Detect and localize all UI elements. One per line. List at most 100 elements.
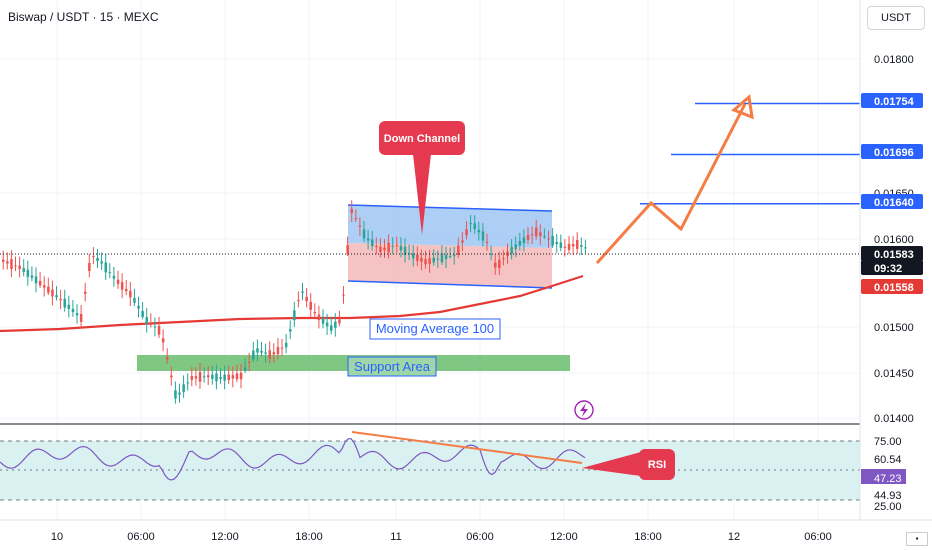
candle-body	[67, 304, 71, 309]
rsi-tick-label: 75.00	[874, 436, 902, 448]
candle-body	[313, 311, 317, 314]
time-tick-label: 10	[51, 531, 63, 543]
time-tick-label: 18:00	[634, 531, 662, 543]
candle-body	[153, 326, 157, 328]
candle-body	[428, 258, 431, 265]
candle-body	[211, 374, 214, 379]
price-tag-label: 0.01696	[874, 147, 914, 159]
candle-body	[383, 247, 386, 251]
candle-body	[145, 317, 148, 324]
candle-body	[379, 246, 382, 252]
candle-body	[207, 375, 210, 378]
candle-body	[559, 242, 563, 248]
candle-body	[481, 231, 485, 241]
moving-average-100-line	[0, 274, 584, 333]
candle-body	[260, 350, 263, 353]
candle-body	[223, 374, 226, 381]
candle-body	[325, 322, 329, 327]
candle-body	[30, 275, 34, 278]
candle-body	[448, 256, 452, 258]
candle-body	[170, 375, 173, 378]
candle-body	[149, 322, 153, 326]
price-tag	[861, 260, 923, 275]
candle-body	[330, 325, 333, 331]
time-tick-label: 12	[728, 531, 740, 543]
price-tag-label: 0.01583	[874, 249, 914, 261]
support-area-label: Support Area	[347, 356, 437, 377]
candle-body	[166, 357, 169, 360]
candle-body	[457, 245, 460, 256]
rsi-band	[0, 441, 860, 500]
candle-body	[535, 227, 538, 237]
candle-body	[317, 314, 321, 321]
candle-body	[120, 282, 124, 290]
candle-body	[248, 361, 251, 363]
price-tag	[861, 144, 923, 159]
candle-body	[366, 238, 370, 241]
candle-body	[2, 259, 5, 263]
candle-body	[157, 325, 161, 335]
lightning-icon[interactable]	[574, 400, 594, 420]
rsi-tag	[861, 469, 906, 484]
time-axis[interactable]	[0, 520, 860, 550]
candle-body	[416, 254, 419, 261]
target-levels	[640, 102, 860, 205]
rsi-divergence-line	[351, 431, 583, 464]
candle-body	[576, 239, 579, 249]
candle-body	[289, 329, 292, 332]
rsi-tick-label: 25.00	[874, 501, 902, 513]
candle-body	[252, 350, 255, 360]
candle-body	[580, 245, 583, 247]
candle-body	[362, 229, 366, 239]
candle-body	[59, 298, 62, 301]
candle-body	[301, 291, 304, 293]
candle-body	[518, 240, 522, 246]
candle-body	[47, 286, 50, 293]
candle-body	[96, 257, 99, 261]
candle-body	[186, 382, 189, 384]
candle-body	[92, 256, 95, 258]
price-tags: 0.01754 0.01696 0.01640 0.01583 09:32 0.01558	[861, 93, 923, 294]
candle-body	[338, 319, 341, 324]
price-tag-label: 0.01558	[874, 282, 914, 294]
price-tick-label: 0.01600	[874, 234, 914, 246]
candle-body	[391, 245, 394, 247]
candle-body	[202, 376, 206, 378]
time-tick-label: 06:00	[127, 531, 155, 543]
candle-body	[555, 241, 558, 244]
time-tick-label: 11	[390, 531, 401, 543]
price-tick-label: 0.01400	[874, 413, 914, 425]
flag-icon: ▪	[906, 532, 928, 546]
rsi-tick-label: 47.23	[874, 473, 902, 485]
candle-body	[268, 350, 271, 359]
price-tick-label: 0.01450	[874, 368, 914, 380]
candle-body	[272, 352, 276, 355]
candle-body	[198, 371, 202, 382]
candle-body	[350, 208, 353, 213]
candle-body	[79, 314, 83, 322]
candle-body	[432, 257, 435, 263]
candle-body	[461, 240, 464, 243]
price-tag	[861, 279, 923, 294]
candle-body	[567, 243, 571, 250]
candle-body	[297, 300, 300, 302]
rsi-tag	[861, 450, 906, 465]
price-axis-ticks: 0.018000.016500.016000.015000.014500.014…	[874, 54, 914, 425]
candle-body	[489, 253, 493, 255]
candle-body	[84, 291, 87, 294]
candle-body	[75, 313, 79, 316]
candle-body	[309, 301, 312, 310]
candle-body	[354, 218, 358, 220]
channel-fill-top	[348, 205, 552, 248]
currency-button[interactable]: USDT	[867, 6, 925, 30]
price-tag-label: 0.01754	[874, 96, 915, 108]
candle-body	[227, 374, 230, 380]
rsi-tick-label: 44.93	[874, 490, 902, 502]
candle-body	[346, 245, 349, 255]
candle-body	[194, 376, 198, 379]
candle-body	[305, 296, 308, 302]
candle-body	[485, 241, 489, 243]
candle-body	[256, 348, 259, 353]
candle-body	[412, 253, 415, 259]
